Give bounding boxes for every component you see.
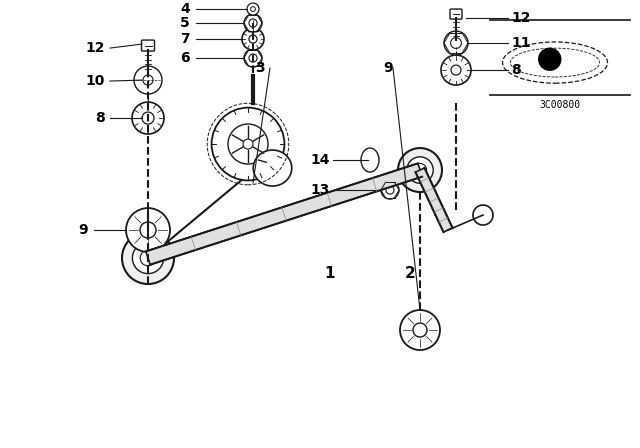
Circle shape	[249, 19, 257, 27]
Circle shape	[140, 250, 156, 266]
Circle shape	[122, 232, 174, 284]
Circle shape	[539, 48, 561, 70]
Circle shape	[413, 164, 427, 177]
Circle shape	[228, 124, 268, 164]
Circle shape	[247, 3, 259, 15]
Ellipse shape	[253, 150, 292, 186]
Circle shape	[381, 181, 399, 199]
Circle shape	[451, 65, 461, 75]
Circle shape	[398, 148, 442, 192]
Text: 10: 10	[86, 74, 105, 88]
Text: 3C00800: 3C00800	[540, 100, 580, 110]
Text: 11: 11	[511, 36, 531, 50]
Circle shape	[413, 323, 427, 337]
Text: 12: 12	[511, 11, 531, 25]
Ellipse shape	[502, 42, 607, 83]
Text: 2: 2	[404, 266, 415, 280]
Ellipse shape	[510, 48, 600, 77]
Circle shape	[407, 157, 433, 183]
Text: 9: 9	[383, 61, 393, 75]
Polygon shape	[146, 164, 422, 265]
Circle shape	[249, 35, 257, 43]
Text: 12: 12	[86, 41, 105, 55]
Circle shape	[244, 49, 262, 67]
Text: 4: 4	[180, 2, 190, 16]
Text: 6: 6	[180, 51, 190, 65]
Circle shape	[473, 205, 493, 225]
Text: 3: 3	[255, 61, 265, 75]
Text: 14: 14	[310, 153, 330, 167]
Circle shape	[212, 108, 284, 181]
Circle shape	[451, 38, 461, 48]
Text: 7: 7	[180, 32, 190, 46]
Circle shape	[132, 242, 164, 274]
Circle shape	[142, 112, 154, 124]
Circle shape	[140, 222, 156, 238]
Circle shape	[243, 139, 253, 149]
Text: 8: 8	[95, 111, 105, 125]
Circle shape	[249, 54, 257, 62]
Text: 13: 13	[310, 183, 330, 197]
Circle shape	[386, 186, 394, 194]
Circle shape	[244, 14, 262, 32]
FancyBboxPatch shape	[450, 9, 462, 19]
Ellipse shape	[361, 148, 379, 172]
Circle shape	[242, 28, 264, 50]
Circle shape	[441, 55, 471, 85]
Text: 5: 5	[180, 16, 190, 30]
Polygon shape	[415, 168, 452, 232]
Text: 1: 1	[324, 266, 335, 280]
FancyBboxPatch shape	[141, 40, 154, 51]
Circle shape	[134, 66, 162, 94]
Circle shape	[444, 31, 468, 55]
Circle shape	[126, 208, 170, 252]
Circle shape	[132, 102, 164, 134]
Circle shape	[400, 310, 440, 350]
Text: 8: 8	[511, 63, 521, 77]
Text: 9: 9	[78, 223, 88, 237]
Circle shape	[143, 75, 153, 85]
Circle shape	[251, 7, 255, 12]
